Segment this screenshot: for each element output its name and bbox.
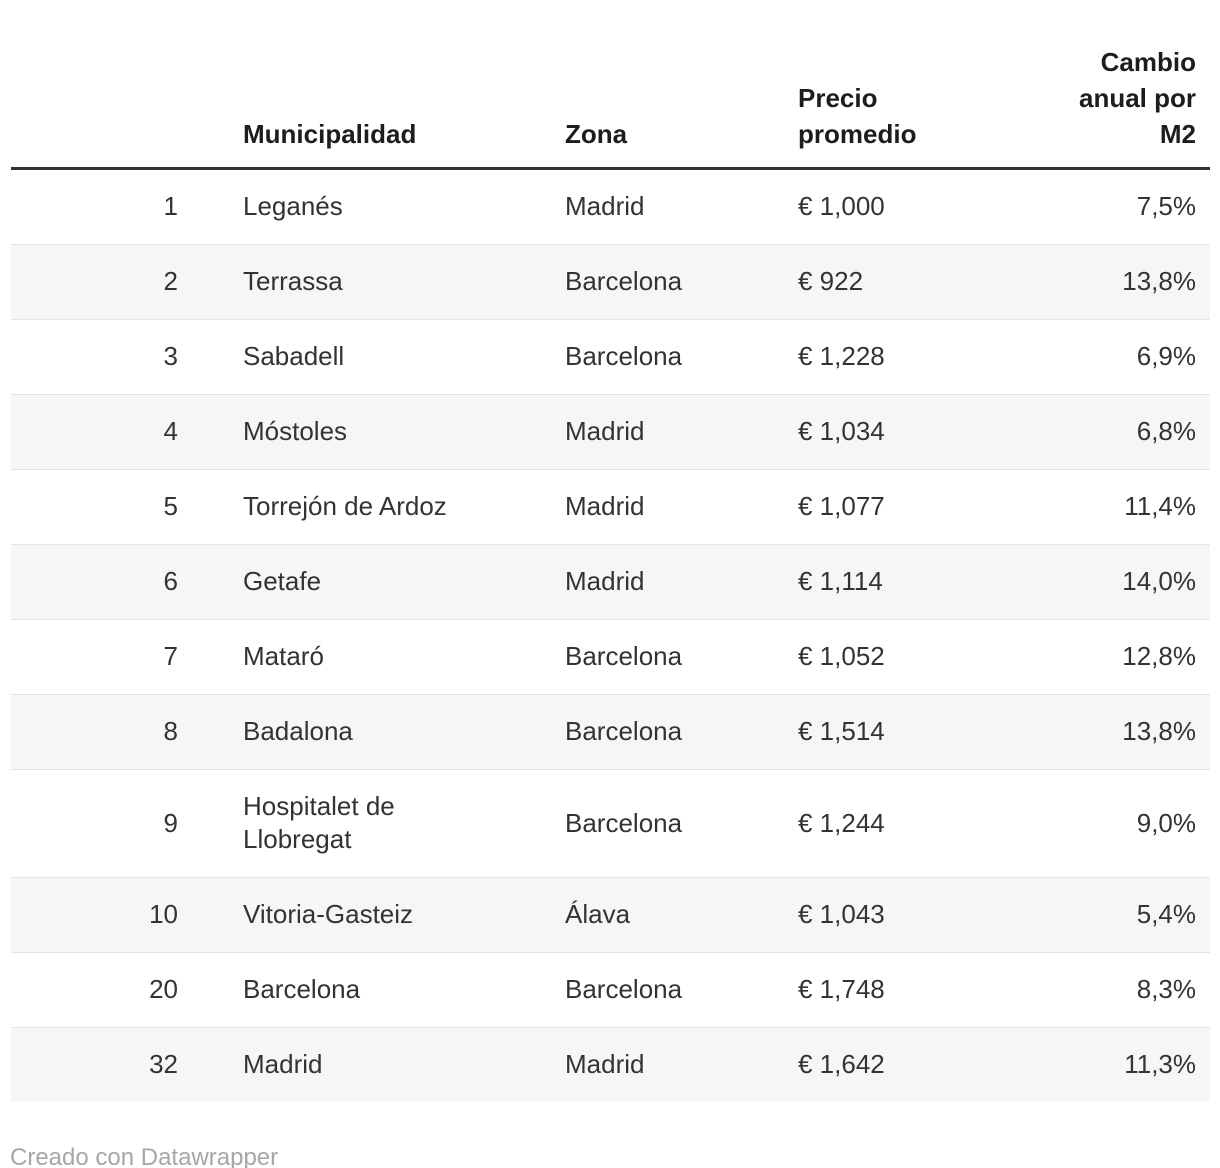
table-row: 1 Leganés Madrid € 1,000 7,5%: [11, 169, 1210, 245]
table-header: Municipalidad Zona Precio promedio Cambi…: [11, 0, 1210, 169]
table-row: 4 Móstoles Madrid € 1,034 6,8%: [11, 394, 1210, 470]
cell-rank: 32: [149, 1049, 178, 1079]
cell-change: 7,5%: [1136, 191, 1196, 221]
cell-municipality: Vitoria-Gasteiz: [243, 899, 414, 929]
cell-zone: Barcelona: [565, 974, 683, 1004]
cell-price: € 1,514: [798, 716, 885, 746]
cell-price: € 1,748: [798, 974, 885, 1004]
table-row: 7 Mataró Barcelona € 1,052 12,8%: [11, 619, 1210, 695]
cell-municipality: Getafe: [243, 566, 322, 596]
cell-price: € 1,114: [798, 566, 883, 596]
cell-change: 6,8%: [1136, 416, 1196, 446]
datawrapper-credit: Creado con Datawrapper: [10, 1144, 279, 1168]
cell-change: 11,4%: [1124, 491, 1196, 521]
table-container: Municipalidad Zona Precio promedio Cambi…: [11, 0, 1210, 1102]
cell-municipality: Móstoles: [243, 416, 348, 446]
cell-price: € 922: [798, 266, 864, 296]
cell-municipality: Mataró: [243, 641, 324, 671]
cell-zone: Barcelona: [565, 341, 683, 371]
cell-price: € 1,034: [798, 416, 885, 446]
cell-price: € 1,052: [798, 641, 885, 671]
cell-rank: 3: [163, 341, 178, 371]
cell-municipality: Madrid: [243, 1049, 323, 1079]
cell-rank: 6: [163, 566, 178, 596]
cell-rank: 2: [163, 266, 178, 296]
cell-change: 6,9%: [1136, 341, 1196, 371]
table-row: 32 Madrid Madrid € 1,642 11,3%: [11, 1027, 1210, 1102]
header-price: Precio promedio: [798, 83, 917, 149]
cell-zone: Barcelona: [565, 807, 683, 838]
cell-rank: 7: [163, 641, 178, 671]
cell-rank: 4: [163, 416, 178, 446]
table-row: 6 Getafe Madrid € 1,114 14,0%: [11, 544, 1210, 620]
cell-zone: Madrid: [565, 191, 645, 221]
cell-municipality: Torrejón de Ardoz: [243, 491, 447, 521]
header-row: Municipalidad Zona Precio promedio Cambi…: [11, 0, 1210, 169]
cell-zone: Madrid: [565, 491, 645, 521]
header-rank: [11, 0, 178, 169]
cell-municipality: Terrassa: [243, 266, 343, 296]
cell-change: 13,8%: [1122, 716, 1196, 746]
cell-change: 14,0%: [1122, 566, 1196, 596]
cell-price: € 1,077: [798, 491, 885, 521]
cell-change: 9,0%: [1136, 807, 1196, 838]
cell-municipality: Hospitalet de Llobregat: [243, 791, 395, 854]
cell-zone: Barcelona: [565, 266, 683, 296]
table-body: 1 Leganés Madrid € 1,000 7,5% 2 Terrassa Barcel…: [11, 169, 1210, 1102]
cell-zone: Barcelona: [565, 641, 683, 671]
cell-price: € 1,000: [798, 191, 885, 221]
cell-change: 11,3%: [1124, 1049, 1196, 1079]
cell-rank: 10: [149, 899, 178, 929]
cell-zone: Barcelona: [565, 716, 683, 746]
cell-change: 13,8%: [1122, 266, 1196, 296]
header-municipality: Municipalidad: [243, 119, 417, 149]
cell-zone: Álava: [565, 899, 631, 929]
cell-price: € 1,244: [798, 807, 885, 838]
cell-municipality: Badalona: [243, 716, 353, 746]
cell-zone: Madrid: [565, 416, 645, 446]
cell-municipality: Leganés: [243, 191, 343, 221]
table-row: 5 Torrejón de Ardoz Madrid € 1,077 11,4%: [11, 469, 1210, 545]
table-row: 20 Barcelona Barcelona € 1,748 8,3%: [11, 952, 1210, 1028]
cell-zone: Madrid: [565, 1049, 645, 1079]
cell-rank: 8: [163, 716, 178, 746]
table-row: 3 Sabadell Barcelona € 1,228 6,9%: [11, 319, 1210, 395]
cell-price: € 1,228: [798, 341, 885, 371]
cell-change: 12,8%: [1122, 641, 1196, 671]
cell-rank: 20: [149, 974, 178, 1004]
cell-rank: 9: [163, 807, 178, 838]
cell-municipality: Barcelona: [243, 974, 361, 1004]
cell-change: 5,4%: [1136, 899, 1196, 929]
cell-price: € 1,642: [798, 1049, 885, 1079]
municipality-price-table: Municipalidad Zona Precio promedio Cambi…: [11, 0, 1210, 1102]
header-zone: Zona: [565, 119, 628, 149]
table-row: 8 Badalona Barcelona € 1,514 13,8%: [11, 694, 1210, 770]
table-row: 10 Vitoria-Gasteiz Álava € 1,043 5,4%: [11, 877, 1210, 953]
header-change: Cambio anual por M2: [1078, 47, 1196, 149]
table-row: 2 Terrassa Barcelona € 922 13,8%: [11, 244, 1210, 320]
cell-rank: 5: [163, 491, 178, 521]
cell-rank: 1: [163, 191, 178, 221]
cell-zone: Madrid: [565, 566, 645, 596]
table-row: 9 Hospitalet de Llobregat Barcelona € 1,244…: [11, 769, 1210, 878]
cell-municipality: Sabadell: [243, 341, 345, 371]
cell-change: 8,3%: [1136, 974, 1196, 1004]
cell-price: € 1,043: [798, 899, 885, 929]
